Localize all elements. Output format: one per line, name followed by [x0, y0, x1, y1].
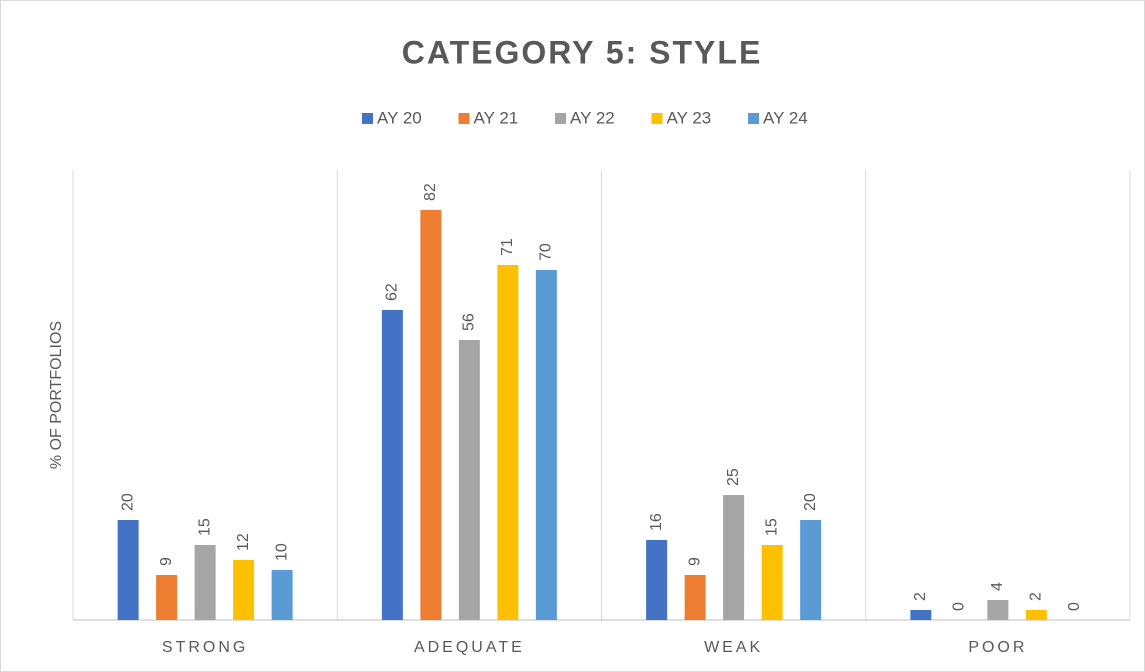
chart-title: CATEGORY 5: STYLE	[402, 34, 763, 70]
data-label: 25	[725, 468, 742, 486]
bar	[420, 210, 442, 620]
legend-swatch	[748, 113, 759, 124]
data-label: 0	[951, 602, 968, 611]
bar	[233, 560, 255, 620]
legend-label: AY 24	[763, 108, 808, 127]
y-axis-label: % OF PORTFOLIOS	[48, 321, 65, 469]
x-tick-label: STRONG	[162, 639, 248, 656]
legend-swatch	[362, 113, 373, 124]
bar	[646, 540, 668, 620]
bar	[194, 545, 216, 620]
data-label: 62	[384, 283, 401, 301]
data-label: 4	[989, 582, 1006, 591]
data-label: 70	[538, 243, 555, 261]
bar	[761, 545, 783, 620]
data-label: 2	[1028, 592, 1045, 601]
x-tick-label: WEAK	[704, 639, 763, 656]
bar	[156, 575, 178, 620]
data-label: 56	[461, 313, 478, 331]
data-label: 15	[763, 518, 780, 536]
data-label: 2	[912, 592, 929, 601]
data-label: 16	[648, 513, 665, 531]
legend-swatch	[555, 113, 566, 124]
data-label: 10	[273, 543, 290, 561]
data-label: 12	[235, 533, 252, 551]
bar	[1025, 610, 1047, 620]
data-label: 82	[422, 183, 439, 201]
data-label: 0	[1066, 602, 1083, 611]
data-label: 71	[499, 238, 516, 256]
legend-label: AY 22	[570, 108, 615, 127]
bar	[987, 600, 1009, 620]
bar	[684, 575, 706, 620]
data-label: 9	[686, 557, 703, 566]
bar	[117, 520, 139, 620]
bar	[910, 610, 932, 620]
data-label: 15	[196, 518, 213, 536]
bar	[271, 570, 293, 620]
x-tick-label: ADEQUATE	[414, 639, 525, 656]
bar	[723, 495, 745, 620]
bar	[381, 310, 403, 620]
bar	[497, 265, 519, 620]
legend-swatch	[651, 113, 663, 124]
bar	[800, 520, 822, 620]
bar	[535, 270, 557, 620]
data-label: 20	[119, 493, 136, 511]
legend-label: AY 21	[474, 108, 519, 127]
data-label: 9	[158, 557, 175, 566]
x-tick-label: POOR	[968, 639, 1027, 656]
legend-swatch	[458, 113, 470, 124]
legend-label: AY 20	[377, 108, 422, 127]
legend-label: AY 23	[667, 108, 712, 127]
bar	[458, 340, 480, 620]
data-label: 20	[802, 493, 819, 511]
